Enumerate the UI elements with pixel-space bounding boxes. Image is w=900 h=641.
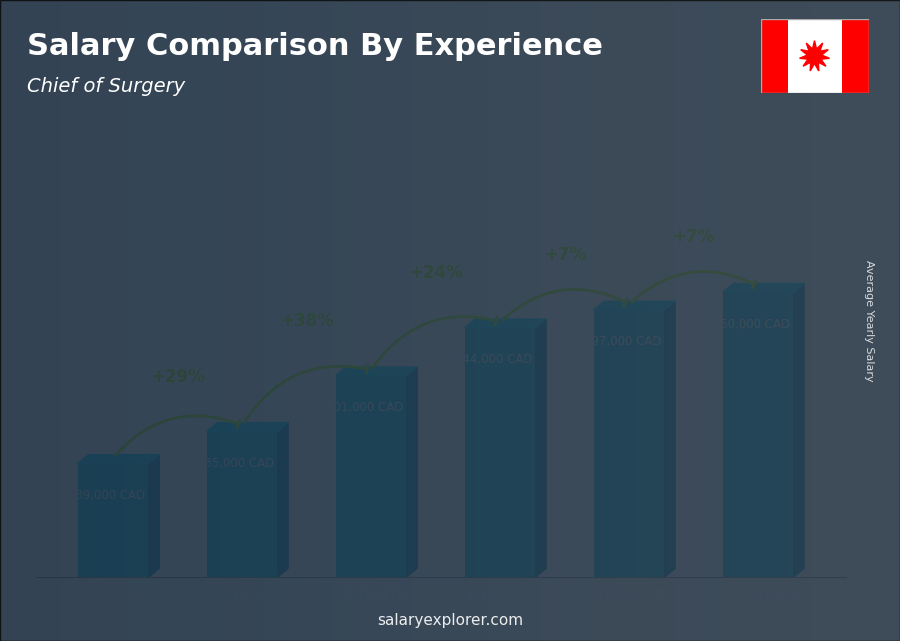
Bar xyxy=(723,292,794,577)
Polygon shape xyxy=(794,283,804,577)
Bar xyxy=(760,19,788,93)
Text: Salary Comparison By Experience: Salary Comparison By Experience xyxy=(27,32,603,61)
Polygon shape xyxy=(207,422,288,431)
Text: +7%: +7% xyxy=(544,246,586,264)
Text: 601,000 CAD: 601,000 CAD xyxy=(326,401,403,414)
Text: salaryexplorer.com: salaryexplorer.com xyxy=(377,613,523,628)
Text: 339,000 CAD: 339,000 CAD xyxy=(68,489,146,502)
Polygon shape xyxy=(594,301,675,310)
Text: +24%: +24% xyxy=(409,264,463,282)
Text: 744,000 CAD: 744,000 CAD xyxy=(455,353,533,366)
Bar xyxy=(594,310,665,577)
Polygon shape xyxy=(407,367,417,577)
Polygon shape xyxy=(148,454,159,577)
Bar xyxy=(78,463,148,577)
Polygon shape xyxy=(665,301,675,577)
Bar xyxy=(207,431,278,577)
Polygon shape xyxy=(536,319,546,577)
Text: Chief of Surgery: Chief of Surgery xyxy=(27,77,185,96)
Text: +38%: +38% xyxy=(280,312,334,330)
Polygon shape xyxy=(336,367,417,376)
Polygon shape xyxy=(723,283,804,292)
Polygon shape xyxy=(465,319,546,328)
Text: 797,000 CAD: 797,000 CAD xyxy=(584,335,662,349)
Polygon shape xyxy=(799,40,830,71)
Polygon shape xyxy=(78,454,159,463)
Bar xyxy=(336,376,407,577)
Polygon shape xyxy=(278,422,288,577)
Text: +7%: +7% xyxy=(672,228,715,246)
Text: 435,000 CAD: 435,000 CAD xyxy=(197,457,274,470)
Bar xyxy=(465,328,536,577)
Text: +29%: +29% xyxy=(151,367,205,385)
Bar xyxy=(842,19,868,93)
Text: Average Yearly Salary: Average Yearly Salary xyxy=(863,260,874,381)
Text: 850,000 CAD: 850,000 CAD xyxy=(714,318,790,331)
